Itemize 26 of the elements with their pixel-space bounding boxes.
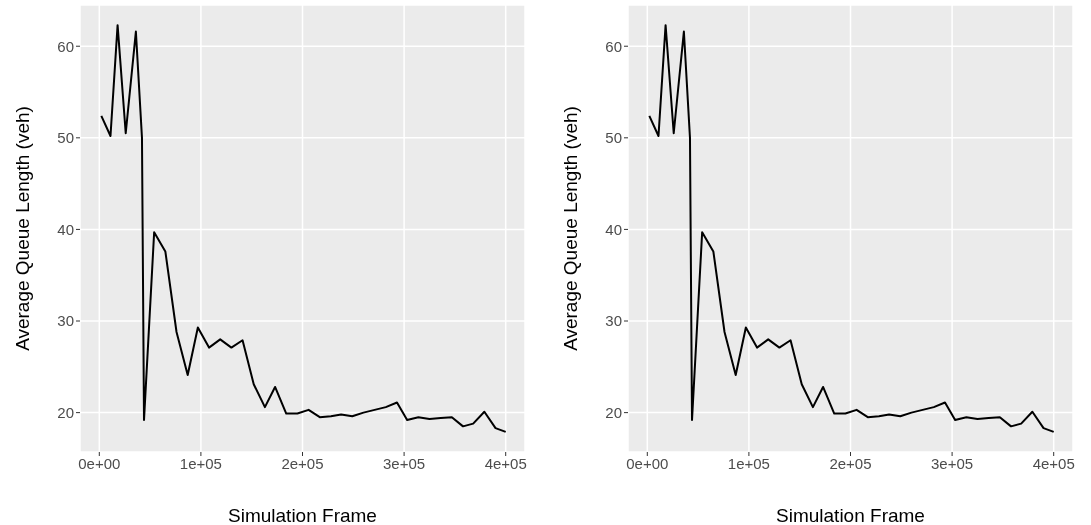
y-tick-label: 60: [605, 37, 622, 55]
x-tick-label: 3e+05: [931, 454, 974, 472]
x-axis-title: Simulation Frame: [228, 505, 377, 525]
x-tick-label: 4e+05: [484, 454, 527, 472]
x-tick-label: 0e+00: [626, 454, 669, 472]
x-axis-title: Simulation Frame: [776, 505, 925, 525]
x-tick-label: 0e+00: [78, 454, 121, 472]
y-tick-label: 40: [57, 220, 74, 238]
x-tick-label: 2e+05: [281, 454, 324, 472]
x-tick-label: 4e+05: [1032, 454, 1075, 472]
x-tick-label: 1e+05: [727, 454, 770, 472]
x-tick-label: 3e+05: [383, 454, 426, 472]
y-tick-label: 20: [57, 403, 74, 421]
y-tick-label: 60: [57, 37, 74, 55]
x-tick-label: 2e+05: [829, 454, 872, 472]
line-series: [100, 24, 507, 433]
y-tick-label: 50: [57, 129, 74, 147]
x-tick-label: 1e+05: [179, 454, 222, 472]
line-series: [648, 24, 1055, 433]
y-tick-label: 40: [605, 220, 622, 238]
y-tick-label: 50: [605, 129, 622, 147]
y-axis-title: Average Queue Length (veh): [559, 106, 581, 351]
y-tick-label: 30: [57, 312, 74, 330]
y-tick-label: 20: [605, 403, 622, 421]
y-tick-label: 30: [605, 312, 622, 330]
y-axis-title: Average Queue Length (veh): [11, 106, 33, 351]
